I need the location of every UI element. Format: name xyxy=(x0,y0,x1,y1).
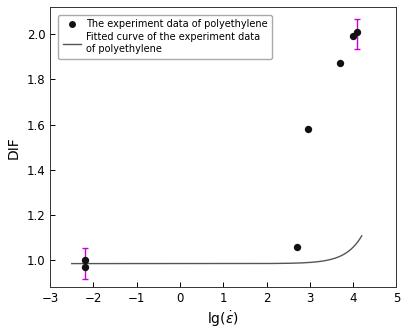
Point xyxy=(81,264,88,269)
Point xyxy=(304,126,311,132)
Point xyxy=(293,244,300,249)
Point xyxy=(354,29,361,35)
Point xyxy=(337,61,344,66)
Y-axis label: DIF: DIF xyxy=(7,136,21,159)
X-axis label: lg($\dot{\varepsilon}$): lg($\dot{\varepsilon}$) xyxy=(207,309,239,329)
Point xyxy=(81,257,88,263)
Point xyxy=(350,34,357,39)
Legend: The experiment data of polyethylene, Fitted curve of the experiment data
of poly: The experiment data of polyethylene, Fit… xyxy=(59,14,272,59)
